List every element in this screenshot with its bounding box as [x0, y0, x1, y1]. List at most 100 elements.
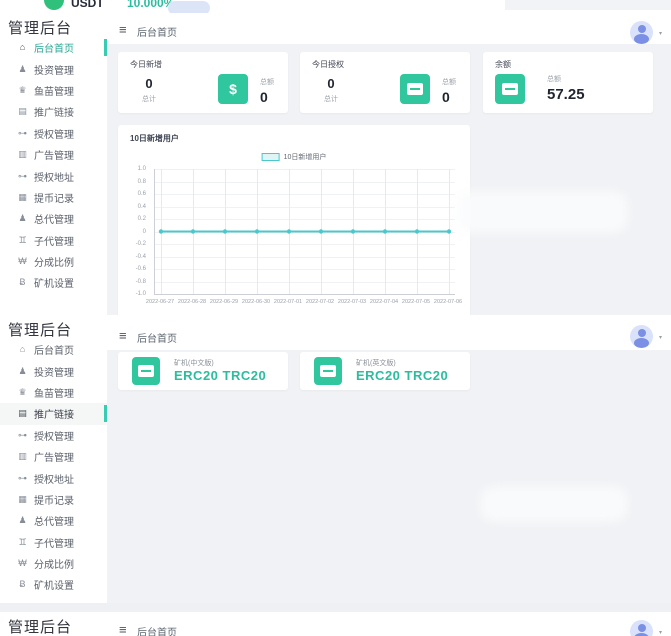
- miner-icon: [132, 357, 160, 385]
- sidebar-item-withdrawals[interactable]: ▦ 提币记录: [0, 489, 107, 510]
- miner-card-chinese[interactable]: 矿机(中文版) ERC20 TRC20: [118, 352, 288, 390]
- won-icon: ₩: [18, 558, 27, 569]
- data-point: [350, 229, 356, 234]
- sidebar-item-general-agents[interactable]: ♟ 总代管理: [0, 208, 107, 229]
- sidebar-item-investment[interactable]: ♟ 投资管理: [0, 360, 107, 381]
- sidebar-item-label: 分成比例: [34, 258, 74, 270]
- sidebar-item-label: 后台首页: [34, 44, 74, 56]
- sidebar-item-miners[interactable]: Ƀ 矿机设置: [0, 272, 107, 293]
- breadcrumb[interactable]: 后台首页: [137, 628, 177, 636]
- sidebar-item-promo-links[interactable]: ▤ 推广链接: [0, 403, 107, 425]
- sidebar-item-label: 鱼苗管理: [34, 388, 74, 400]
- sidebar-item-label: 投资管理: [34, 65, 74, 77]
- stat-card-authorized-today: 今日授权 0 总计 总额 0: [300, 52, 470, 113]
- sidebar-item-label: 授权地址: [34, 474, 74, 486]
- data-point: [382, 229, 388, 234]
- user-avatar[interactable]: [630, 620, 653, 636]
- panel-cutoff: ≡ 后台首页 ▾ 管理后台: [0, 612, 671, 636]
- sidebar-item-label: 推广链接: [34, 410, 74, 422]
- hamburger-menu-icon[interactable]: ≡: [119, 22, 127, 37]
- grid-line: [155, 169, 455, 170]
- dollar-icon: $: [218, 74, 248, 104]
- sidebar-item-authorization[interactable]: ⊶ 授权管理: [0, 425, 107, 446]
- key-icon: ⊶: [18, 472, 27, 483]
- data-point: [414, 229, 420, 234]
- sidebar-item-sub-agents[interactable]: ♊ 子代管理: [0, 532, 107, 553]
- grid-line: [155, 269, 455, 270]
- coin-rate: 10.000%: [127, 0, 175, 10]
- panel-separator: [0, 603, 671, 612]
- avatar-caret-icon[interactable]: ▾: [658, 630, 662, 636]
- y-axis: 1.0 0.8 0.6 0.4 0.2 0 -0.2 -0.4 -0.6 -0.8 -1.0: [120, 166, 148, 300]
- data-point: [222, 229, 228, 234]
- stat-right-label: 总额: [547, 76, 561, 83]
- user-icon: ♟: [18, 213, 27, 224]
- y-axis-label: 0.8: [137, 178, 146, 185]
- sidebar-item-miners[interactable]: Ƀ 矿机设置: [0, 574, 107, 595]
- sidebar-menu: ⌂ 后台首页 ♟ 投资管理 ♛ 鱼苗管理 ▤ 推广链接 ⊶ 授权管理 ▥ 广告管理 ⊶ 授权地址 ▦ 提币记录…: [0, 37, 107, 294]
- sidebar-item-investment[interactable]: ♟ 投资管理: [0, 58, 107, 79]
- sidebar-item-commission[interactable]: ₩ 分成比例: [0, 553, 107, 574]
- user-avatar[interactable]: [630, 325, 653, 348]
- sidebar-item-home[interactable]: ⌂ 后台首页: [0, 37, 107, 58]
- sidebar-item-ads[interactable]: ▥ 广告管理: [0, 144, 107, 165]
- sidebar-item-authorization[interactable]: ⊶ 授权管理: [0, 123, 107, 144]
- sidebar-item-auth-address[interactable]: ⊶ 授权地址: [0, 165, 107, 186]
- app-title: 管理后台: [8, 20, 73, 37]
- key-icon: ⊶: [18, 429, 27, 440]
- users-icon: ♊: [18, 234, 27, 245]
- app-title: 管理后台: [8, 322, 73, 339]
- grid-line: [155, 206, 455, 208]
- sidebar-item-home[interactable]: ⌂ 后台首页: [0, 339, 107, 360]
- sidebar-item-withdrawals[interactable]: ▦ 提币记录: [0, 187, 107, 208]
- x-axis: 2022-06-27 2022-06-28 2022-06-29 2022-06-30…: [146, 299, 462, 309]
- sidebar-item-label: 授权管理: [34, 129, 74, 141]
- sidebar-item-leads[interactable]: ♛ 鱼苗管理: [0, 80, 107, 101]
- sidebar-item-label: 提币记录: [34, 193, 74, 205]
- sidebar-item-label: 矿机设置: [34, 581, 74, 593]
- data-point: [254, 229, 260, 234]
- grid-line: [155, 244, 455, 245]
- stat-left-label: 总计: [142, 96, 156, 103]
- miner-card-english[interactable]: 矿机(英文版) ERC20 TRC20: [300, 352, 470, 390]
- legend-label: 10日新增用户: [283, 154, 327, 161]
- y-axis-label: -0.2: [135, 241, 146, 247]
- stat-right-value: 0: [260, 89, 268, 105]
- data-point: [286, 229, 292, 234]
- chart-legend[interactable]: 10日新增用户: [261, 152, 327, 162]
- user-icon: ♟: [18, 63, 27, 74]
- blurred-watermark: [456, 191, 628, 233]
- miner-icon: [314, 357, 342, 385]
- sidebar-item-sub-agents[interactable]: ♊ 子代管理: [0, 230, 107, 251]
- x-axis-label: 2022-07-06: [433, 299, 463, 305]
- legend-swatch: [261, 153, 280, 161]
- breadcrumb[interactable]: 后台首页: [137, 334, 177, 345]
- avatar-caret-icon[interactable]: ▾: [658, 335, 662, 341]
- sidebar-item-label: 推广链接: [34, 108, 74, 120]
- sidebar-item-ads[interactable]: ▥ 广告管理: [0, 446, 107, 467]
- key-icon: ⊶: [18, 170, 27, 181]
- sidebar-item-general-agents[interactable]: ♟ 总代管理: [0, 510, 107, 531]
- breadcrumb[interactable]: 后台首页: [137, 28, 177, 39]
- hamburger-menu-icon[interactable]: ≡: [119, 622, 127, 636]
- hamburger-menu-icon[interactable]: ≡: [119, 328, 127, 343]
- sidebar-item-label: 后台首页: [34, 346, 74, 358]
- y-axis-label: 0.4: [137, 203, 146, 210]
- crown-icon: ♛: [18, 84, 27, 95]
- avatar-caret-icon[interactable]: ▾: [658, 31, 662, 37]
- sidebar-item-commission[interactable]: ₩ 分成比例: [0, 251, 107, 272]
- series-line: [158, 229, 452, 234]
- ad-icon: ▥: [18, 451, 27, 462]
- chart-title: 10日新增用户: [130, 134, 179, 143]
- main-content: 矿机(中文版) ERC20 TRC20 矿机(英文版) ERC20 TRC20: [107, 350, 671, 603]
- user-avatar[interactable]: [630, 21, 653, 44]
- sidebar-item-promo-links[interactable]: ▤ 推广链接: [0, 101, 107, 122]
- miner-card-value: ERC20 TRC20: [174, 368, 267, 383]
- sidebar-item-leads[interactable]: ♛ 鱼苗管理: [0, 382, 107, 403]
- action-pill-button[interactable]: [168, 1, 210, 13]
- y-axis-label: -0.6: [135, 266, 146, 272]
- sidebar-item-auth-address[interactable]: ⊶ 授权地址: [0, 467, 107, 488]
- sidebar-menu: ⌂ 后台首页 ♟ 投资管理 ♛ 鱼苗管理 ▤ 推广链接 ⊶ 授权管理 ▥ 广告管理 ⊶ 授权地址 ▦ 提币记录…: [0, 339, 107, 596]
- grid-line: [155, 256, 455, 258]
